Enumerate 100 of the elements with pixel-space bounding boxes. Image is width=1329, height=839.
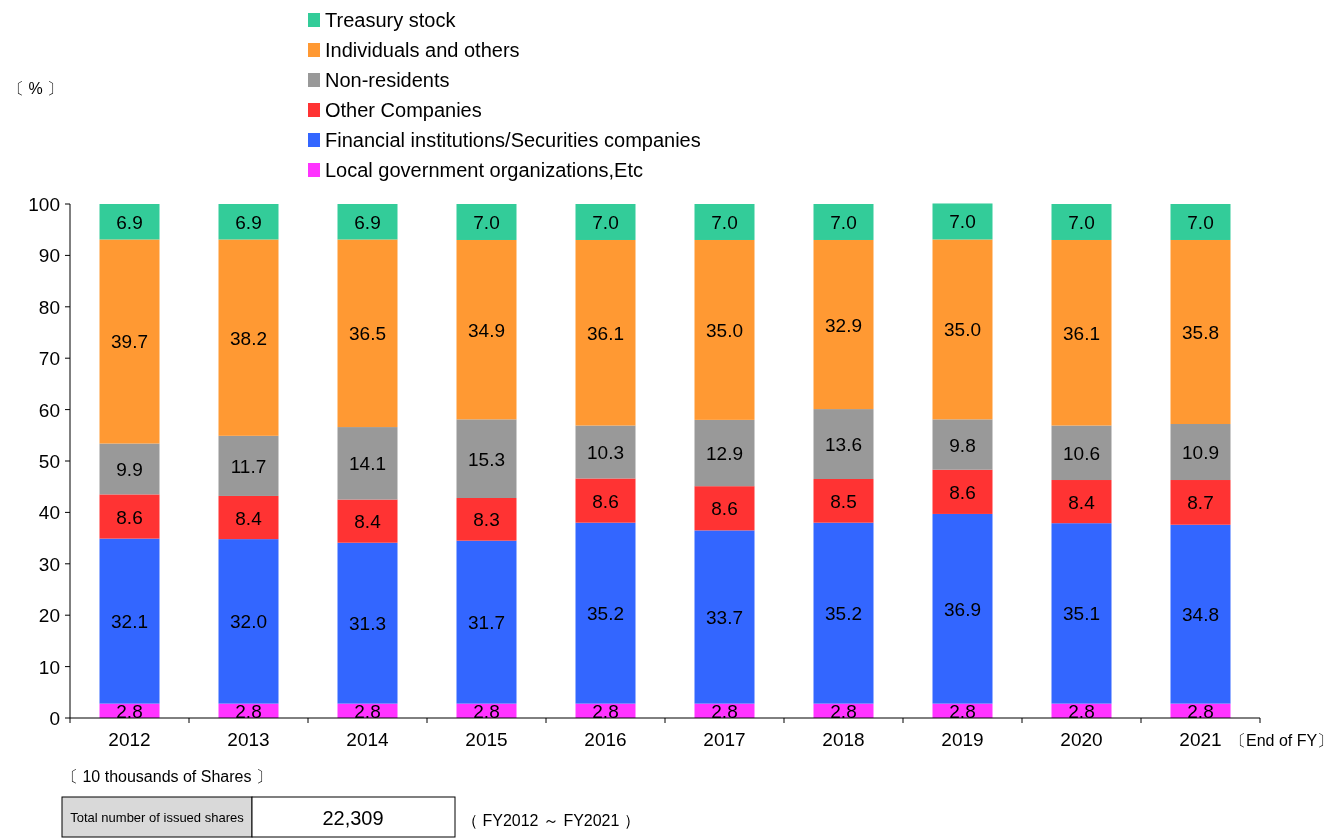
data-label: 31.7	[468, 612, 505, 634]
data-label: 8.4	[354, 511, 382, 533]
x-tick-label: 2018	[822, 729, 865, 750]
data-label: 2.8	[711, 700, 738, 722]
data-label: 35.1	[1063, 603, 1100, 625]
bar	[694, 530, 755, 704]
data-label: 8.6	[116, 506, 143, 528]
bar	[575, 204, 636, 240]
bar	[99, 204, 160, 240]
data-label: 7.0	[830, 211, 857, 233]
bar	[218, 539, 279, 704]
y-tick-label: 10	[38, 656, 60, 678]
data-label: 2.8	[949, 700, 976, 722]
bar	[99, 239, 160, 444]
legend-label: Financial institutions/Securities companies	[325, 129, 701, 151]
bar	[456, 419, 517, 499]
data-label: 9.8	[949, 434, 976, 456]
data-label: 10.6	[1063, 442, 1100, 464]
data-label: 7.0	[473, 211, 500, 233]
data-label: 36.1	[1063, 322, 1100, 344]
data-label: 2.8	[473, 700, 500, 722]
y-tick-label: 80	[38, 296, 60, 318]
bar	[456, 204, 517, 240]
x-tick-label: 2020	[1060, 729, 1103, 750]
data-label: 8.6	[592, 490, 619, 512]
bar	[218, 435, 279, 496]
legend-label: Treasury stock	[325, 9, 457, 31]
data-label: 7.0	[949, 211, 976, 233]
x-tick-label: 2017	[703, 729, 746, 750]
bar	[337, 239, 398, 428]
y-tick-label: 70	[38, 348, 60, 370]
bar	[1170, 239, 1231, 424]
data-label: 8.6	[711, 498, 738, 520]
data-label: 8.6	[949, 481, 976, 503]
data-label: 10.3	[587, 442, 624, 464]
bar	[337, 427, 398, 500]
bar	[694, 204, 755, 240]
y-tick-label: 20	[38, 605, 60, 627]
bar	[813, 478, 874, 523]
data-label: 8.5	[830, 490, 857, 512]
data-label: 35.8	[1182, 321, 1219, 343]
text: （ FY2012 ～ FY2021 ）	[462, 812, 640, 829]
bar	[694, 239, 755, 420]
data-label: 7.0	[592, 211, 619, 233]
bar	[1170, 524, 1231, 704]
data-label: 7.0	[1187, 211, 1214, 233]
bar	[575, 425, 636, 479]
data-label: 8.3	[473, 509, 500, 531]
legend-label: Other Companies	[325, 99, 482, 121]
data-label: 13.6	[825, 434, 862, 456]
data-label: 8.4	[1068, 491, 1096, 513]
bar	[1051, 480, 1112, 524]
data-label: 35.2	[825, 603, 862, 625]
bar	[1170, 204, 1231, 240]
text: Total number of issued shares	[70, 810, 245, 825]
bar	[1051, 523, 1112, 704]
bar	[1051, 425, 1112, 481]
data-label: 12.9	[706, 443, 743, 465]
bar	[456, 498, 517, 541]
data-label: 7.0	[711, 211, 738, 233]
data-label: 6.9	[116, 211, 143, 233]
x-tick-label: 2016	[584, 729, 627, 750]
data-label: 32.0	[230, 611, 267, 633]
bar	[218, 204, 279, 240]
data-label: 14.1	[349, 453, 386, 475]
data-label: 34.8	[1182, 604, 1219, 626]
bar	[456, 540, 517, 704]
bar	[813, 239, 874, 410]
bar	[932, 239, 993, 420]
data-label: 2.8	[235, 700, 262, 722]
bar	[932, 419, 993, 470]
x-tick-label: 2015	[465, 729, 508, 750]
data-label: 34.9	[468, 319, 505, 341]
bar	[337, 204, 398, 240]
bar	[932, 203, 993, 240]
y-tick-label: 60	[38, 399, 60, 421]
data-label: 35.2	[587, 603, 624, 625]
data-label: 31.3	[349, 613, 386, 635]
bar	[99, 494, 160, 539]
bar	[1051, 239, 1112, 426]
data-label: 35.0	[706, 319, 743, 341]
bar	[575, 478, 636, 523]
data-label: 32.1	[111, 611, 148, 633]
y-tick-label: 30	[38, 553, 60, 575]
bar	[99, 443, 160, 495]
bar	[932, 513, 993, 704]
data-label: 10.9	[1182, 442, 1219, 464]
x-tick-label: 2012	[108, 729, 151, 750]
bar	[575, 522, 636, 704]
data-label: 15.3	[468, 448, 505, 470]
legend-label: Non-residents	[325, 69, 450, 91]
data-label: 32.9	[825, 314, 862, 336]
x-tick-label: 2014	[346, 729, 390, 750]
bar	[694, 419, 755, 487]
x-tick-label: 2021	[1179, 729, 1222, 750]
data-label: 2.8	[354, 700, 381, 722]
data-label: 2.8	[830, 700, 857, 722]
data-label: 2.8	[116, 700, 143, 722]
y-tick-label: 0	[49, 708, 60, 729]
data-label: 11.7	[230, 455, 267, 477]
